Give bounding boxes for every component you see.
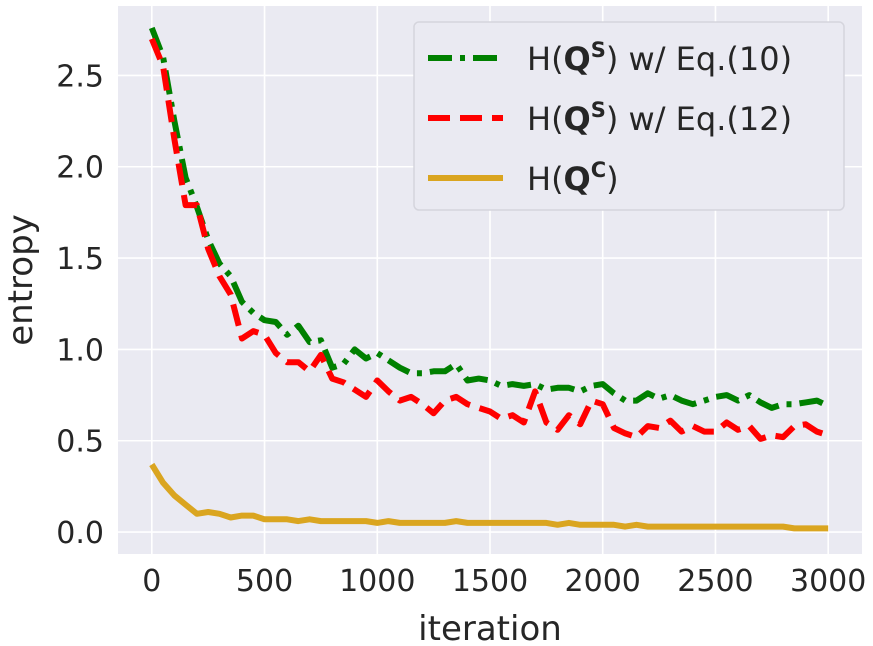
series-line-2	[149, 37, 830, 442]
x-axis-label: iteration	[418, 609, 562, 646]
y-tick-label: 1.0	[56, 333, 104, 368]
y-tick-label: 0.5	[56, 425, 104, 460]
legend-box	[413, 21, 845, 211]
y-tick-label: 2.5	[56, 59, 104, 94]
y-tick-label: 0.0	[56, 516, 104, 551]
grid-lines	[118, 6, 862, 554]
series-line-1	[149, 26, 830, 411]
y-tick-label: 1.5	[56, 242, 104, 277]
series-layer	[149, 26, 830, 532]
y-axis-ticks: 0.0 0.5 1.0 1.5 2.0 2.5	[56, 59, 104, 551]
y-axis-label: entropy	[1, 214, 41, 346]
x-tick-label: 2000	[565, 564, 641, 599]
legend-label-3: H(QC)	[527, 158, 619, 198]
legend: H(QS) w/ Eq.(10) H(QS) w/ Eq.(12) H(QC)	[413, 21, 845, 211]
x-tick-label: 1000	[339, 564, 415, 599]
x-tick-label: 2500	[677, 564, 753, 599]
x-tick-label: 500	[236, 564, 293, 599]
x-axis-ticks: 0 500 1000 1500 2000 2500 3000	[142, 564, 866, 599]
x-tick-label: 0	[142, 564, 161, 599]
legend-label-2: H(QS) w/ Eq.(12)	[527, 98, 792, 138]
series-line-3	[149, 462, 829, 532]
x-tick-label: 3000	[790, 564, 866, 599]
x-tick-label: 1500	[452, 564, 528, 599]
legend-label-1: H(QS) w/ Eq.(10)	[527, 38, 792, 78]
y-tick-label: 2.0	[56, 151, 104, 186]
